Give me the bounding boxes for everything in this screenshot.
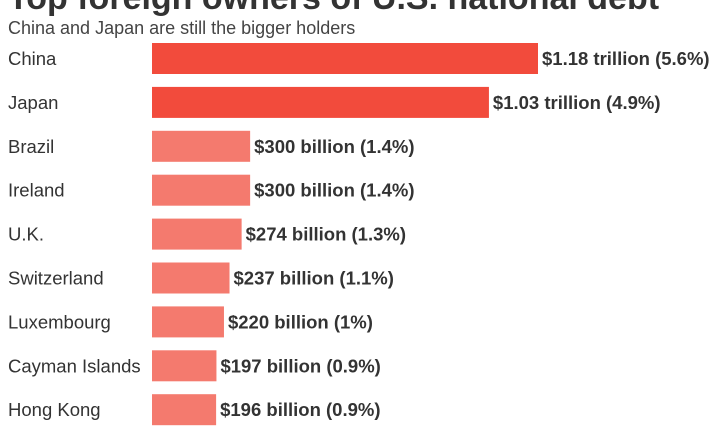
bar	[152, 218, 242, 250]
category-label: U.K.	[8, 224, 44, 245]
value-label: $197 billion (0.9%)	[220, 355, 380, 376]
category-label: China	[8, 48, 57, 69]
value-label: $220 billion (1%)	[228, 311, 373, 332]
value-label: $1.18 trillion (5.6%)	[542, 48, 710, 69]
category-label: Cayman Islands	[8, 355, 141, 376]
value-label: $237 billion (1.1%)	[234, 268, 394, 289]
bar	[152, 130, 251, 162]
bar	[152, 86, 489, 118]
bar	[152, 174, 251, 206]
bar	[152, 43, 538, 74]
value-label: $274 billion (1.3%)	[246, 224, 406, 245]
chart-subtitle: China and Japan are still the bigger hol…	[8, 18, 356, 38]
value-label: $300 billion (1.4%)	[254, 180, 414, 201]
category-label: Switzerland	[8, 268, 104, 289]
bar	[152, 306, 224, 338]
category-label: Luxembourg	[8, 311, 111, 332]
category-label: Japan	[8, 92, 58, 113]
category-label: Ireland	[8, 180, 65, 201]
value-label: $196 billion (0.9%)	[220, 399, 380, 420]
value-label: $1.03 trillion (4.9%)	[493, 92, 661, 113]
value-label: $300 billion (1.4%)	[254, 136, 414, 157]
category-label: Brazil	[8, 136, 54, 157]
category-label: Hong Kong	[8, 399, 101, 420]
bar	[152, 394, 217, 426]
chart-title: Top foreign owners of U.S. national debt	[8, 0, 659, 16]
bar	[152, 262, 230, 294]
bar	[152, 350, 217, 382]
